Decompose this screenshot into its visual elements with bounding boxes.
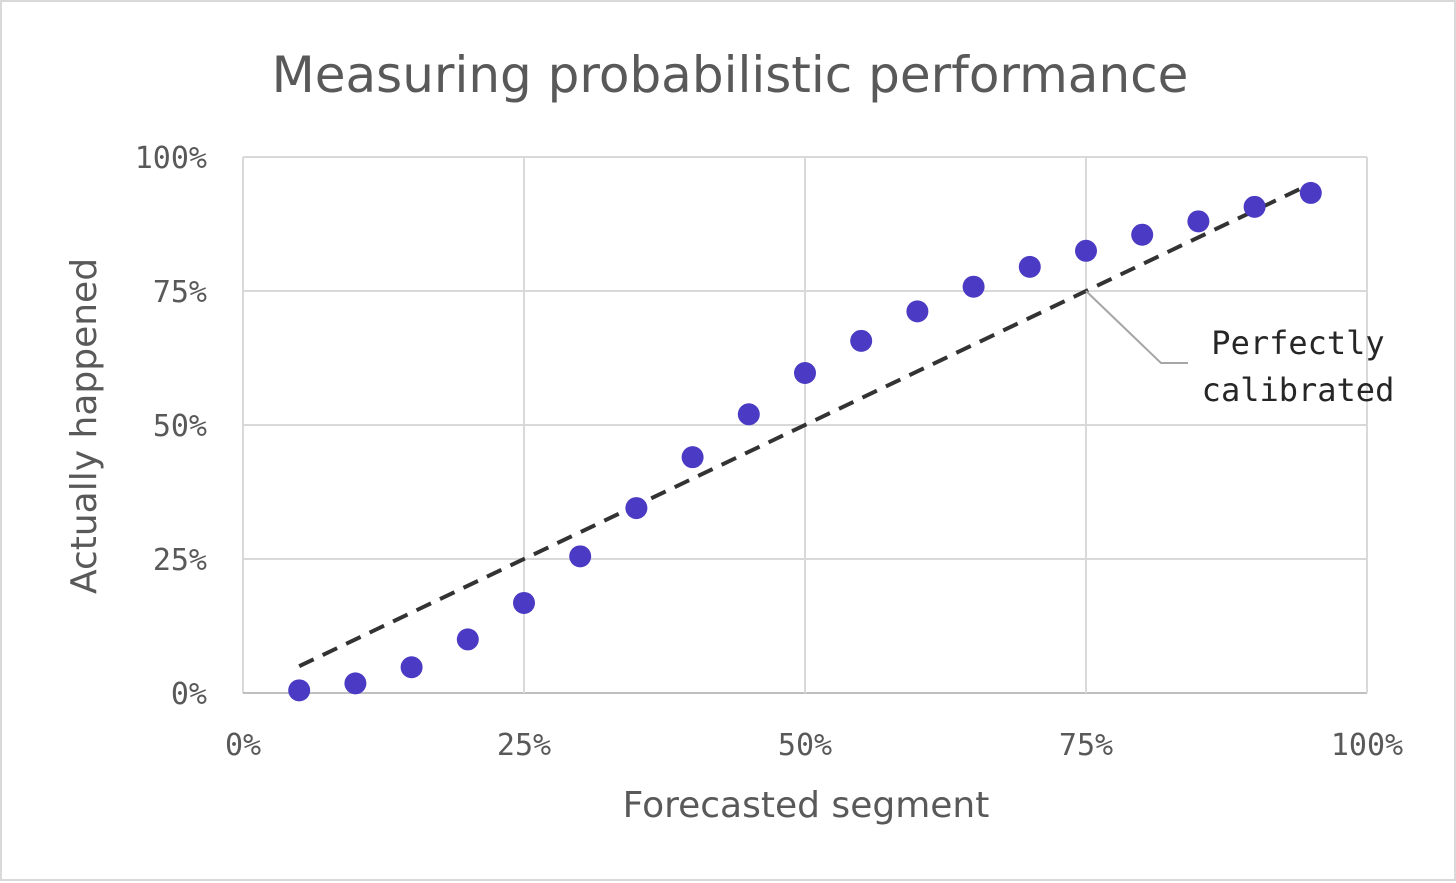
y-tick-label: 100% — [135, 141, 207, 176]
y-tick-label: 75% — [153, 275, 207, 310]
data-point — [456, 628, 479, 651]
data-point — [1187, 210, 1210, 233]
x-tick-label: 100% — [1331, 728, 1403, 763]
data-point — [850, 329, 873, 352]
data-point — [1131, 223, 1154, 246]
data-point — [625, 497, 648, 520]
data-point — [906, 300, 929, 323]
data-point — [1299, 181, 1322, 204]
x-tick-label: 75% — [1059, 728, 1113, 763]
reference-line-group — [298, 181, 1312, 669]
data-point — [344, 672, 367, 695]
x-tick-label: 0% — [225, 728, 261, 763]
data-point — [1075, 239, 1097, 262]
chart-title: Measuring probabilistic performance — [272, 46, 1189, 104]
data-point — [794, 362, 816, 385]
data-point — [400, 656, 423, 679]
y-tick-label: 50% — [153, 409, 207, 444]
perfect-calibration-line — [298, 181, 1312, 669]
annotation-leader-line — [1085, 290, 1188, 364]
x-tick-label: 50% — [778, 728, 832, 763]
y-tick-label: 25% — [153, 543, 207, 578]
annotation-group: Perfectly calibrated — [1085, 290, 1395, 409]
data-point — [513, 591, 535, 614]
data-point — [1018, 255, 1041, 278]
annotation-line-2: calibrated — [1202, 371, 1395, 409]
y-tick-label: 0% — [171, 677, 207, 712]
data-point — [288, 679, 311, 702]
x-tick-label: 25% — [497, 728, 551, 763]
y-tick-labels: 0% 25% 50% 75% 100% — [135, 141, 207, 712]
annotation-line-1: Perfectly — [1211, 324, 1384, 362]
data-point — [681, 446, 704, 469]
data-point — [737, 403, 760, 426]
y-axis-title: Actually happened — [64, 258, 105, 594]
data-point — [962, 275, 985, 298]
data-point — [1243, 195, 1266, 218]
x-axis-title: Forecasted segment — [623, 785, 990, 826]
data-point — [569, 545, 592, 568]
data-points — [288, 181, 1322, 702]
x-tick-labels: 0% 25% 50% 75% 100% — [225, 728, 1403, 763]
